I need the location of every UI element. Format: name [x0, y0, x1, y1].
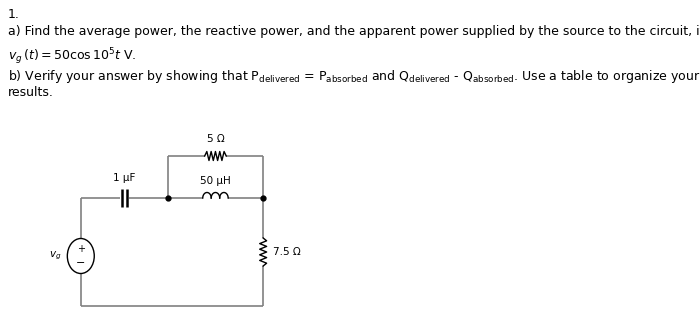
Text: 5 Ω: 5 Ω: [206, 134, 224, 145]
Text: results.: results.: [8, 86, 54, 99]
Text: $v_g\,(t) = 50\cos 10^5t$ V.: $v_g\,(t) = 50\cos 10^5t$ V.: [8, 46, 136, 67]
Text: −: −: [76, 258, 85, 268]
Text: $v_g$: $v_g$: [49, 250, 61, 262]
Text: 1.: 1.: [8, 8, 20, 21]
Text: +: +: [77, 244, 85, 254]
Text: 1 μF: 1 μF: [113, 173, 136, 183]
Text: 50 μH: 50 μH: [200, 175, 231, 186]
Text: a) Find the average power, the reactive power, and the apparent power supplied b: a) Find the average power, the reactive …: [8, 25, 700, 38]
Text: 7.5 Ω: 7.5 Ω: [273, 247, 300, 257]
Text: b) Verify your answer by showing that P$_{\mathregular{delivered}}$ = P$_{\mathr: b) Verify your answer by showing that P$…: [8, 68, 700, 85]
